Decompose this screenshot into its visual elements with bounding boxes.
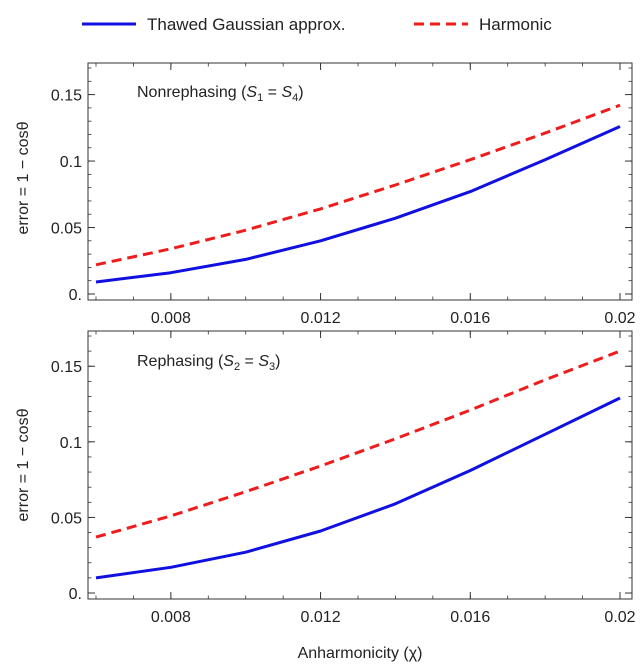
panel-1-marks <box>95 103 621 284</box>
panel-2-ytick-label: 0. <box>69 586 82 603</box>
panel-2-ylabel: error = 1 − cosθ <box>15 408 32 521</box>
panel-2-ytick-label: 0.1 <box>60 435 82 452</box>
legend: Thawed Gaussian approx. Harmonic <box>82 15 552 34</box>
legend-item-tga: Thawed Gaussian approx. <box>82 15 345 34</box>
panel-2-series-tga-line <box>95 396 621 580</box>
panel-1-ylabel: error = 1 − cosθ <box>15 121 32 234</box>
panel-2-gridlayer: 0.008 0.012 0.016 0.02 0. 0.05 0.1 0.15 <box>51 331 636 626</box>
panel-2-marks <box>95 349 621 580</box>
panel-2-xtick-label: 0.012 <box>301 609 341 626</box>
panel-2-series-harmonic-line <box>95 349 621 539</box>
panel-2-ytick-label: 0.05 <box>51 510 82 527</box>
panel-2-xtick-label: 0.02 <box>604 609 635 626</box>
legend-item-harmonic: Harmonic <box>414 15 552 34</box>
panel-nonrephasing: 0.008 0.012 0.016 0.02 0. 0.05 0.1 0.15 Nonreph… <box>15 62 636 327</box>
panel-1-ytick-label: 0. <box>69 287 82 304</box>
panel-2-ytick-label: 0.15 <box>51 359 82 376</box>
panel-1-xtick-label: 0.02 <box>604 310 635 327</box>
panel-2-title: Rephasing (S2 = S3) <box>137 353 280 373</box>
panel-1-frame <box>87 62 633 301</box>
panel-1-series-harmonic-line <box>95 103 621 267</box>
panel-1-ytick-label: 0.05 <box>51 221 82 238</box>
panel-1-xtick-label: 0.008 <box>151 310 191 327</box>
panel-1-title: Nonrephasing (S1 = S4) <box>137 84 304 104</box>
panel-1-gridlayer: 0.008 0.012 0.016 0.02 0. 0.05 0.1 0.15 <box>51 63 636 327</box>
legend-label-harmonic: Harmonic <box>479 15 552 34</box>
panel-2-frame <box>87 330 633 600</box>
panel-rephasing: 0.008 0.012 0.016 0.02 0. 0.05 0.1 0.15 Rephasi… <box>15 330 636 626</box>
panel-2-xtick-label: 0.008 <box>151 609 191 626</box>
legend-label-tga: Thawed Gaussian approx. <box>147 15 345 34</box>
panel-1-xtick-label: 0.012 <box>301 310 341 327</box>
x-axis-title: Anharmonicity (χ) <box>298 645 423 662</box>
panel-1-ytick-label: 0.15 <box>51 88 82 105</box>
panel-1-series-tga-line <box>95 125 621 284</box>
panel-1-ytick-label: 0.1 <box>60 154 82 171</box>
panel-1-xtick-label: 0.016 <box>450 310 490 327</box>
panel-2-xtick-label: 0.016 <box>450 609 490 626</box>
